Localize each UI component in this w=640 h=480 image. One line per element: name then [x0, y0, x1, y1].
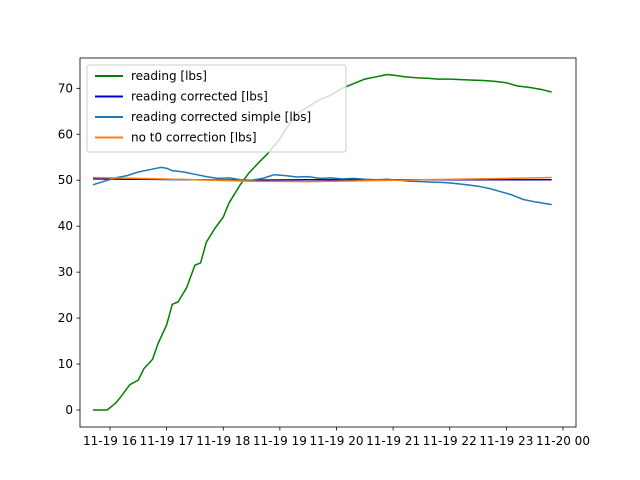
legend-label-1: reading corrected [lbs] — [131, 90, 268, 104]
y-axis: 0 10 20 30 40 50 60 70 — [58, 81, 80, 417]
y-tick-label-4: 40 — [58, 219, 73, 233]
x-tick-label-8: 11-20 00 — [536, 434, 590, 448]
x-tick-label-6: 11-19 22 — [423, 434, 477, 448]
y-tick-label-6: 60 — [58, 127, 73, 141]
y-tick-label-3: 30 — [58, 265, 73, 279]
x-tick-label-2: 11-19 18 — [196, 434, 250, 448]
x-tick-label-5: 11-19 21 — [366, 434, 420, 448]
x-tick-label-0: 11-19 16 — [83, 434, 137, 448]
x-axis: 11-19 16 11-19 17 11-19 18 11-19 19 11-19 20… — [83, 427, 590, 448]
y-tick-label-2: 20 — [58, 311, 73, 325]
legend: reading [lbs] reading corrected [lbs] read… — [86, 64, 347, 153]
x-tick-label-3: 11-19 19 — [253, 434, 307, 448]
x-tick-label-1: 11-19 17 — [140, 434, 194, 448]
legend-label-2: reading corrected simple [lbs] — [131, 110, 311, 124]
y-tick-label-7: 70 — [58, 81, 73, 95]
plot-frame — [79, 57, 577, 428]
x-tick-label-4: 11-19 20 — [310, 434, 364, 448]
legend-box — [86, 64, 347, 153]
y-tick-label-0: 0 — [65, 403, 73, 417]
legend-label-0: reading [lbs] — [131, 69, 207, 83]
series-line-2 — [92, 166, 552, 206]
y-tick-label-5: 50 — [58, 173, 73, 187]
legend-label-3: no t0 correction [lbs] — [131, 131, 257, 145]
series-line-3 — [92, 176, 552, 183]
x-tick-label-7: 11-19 23 — [479, 434, 533, 448]
y-tick-label-1: 10 — [58, 357, 73, 371]
